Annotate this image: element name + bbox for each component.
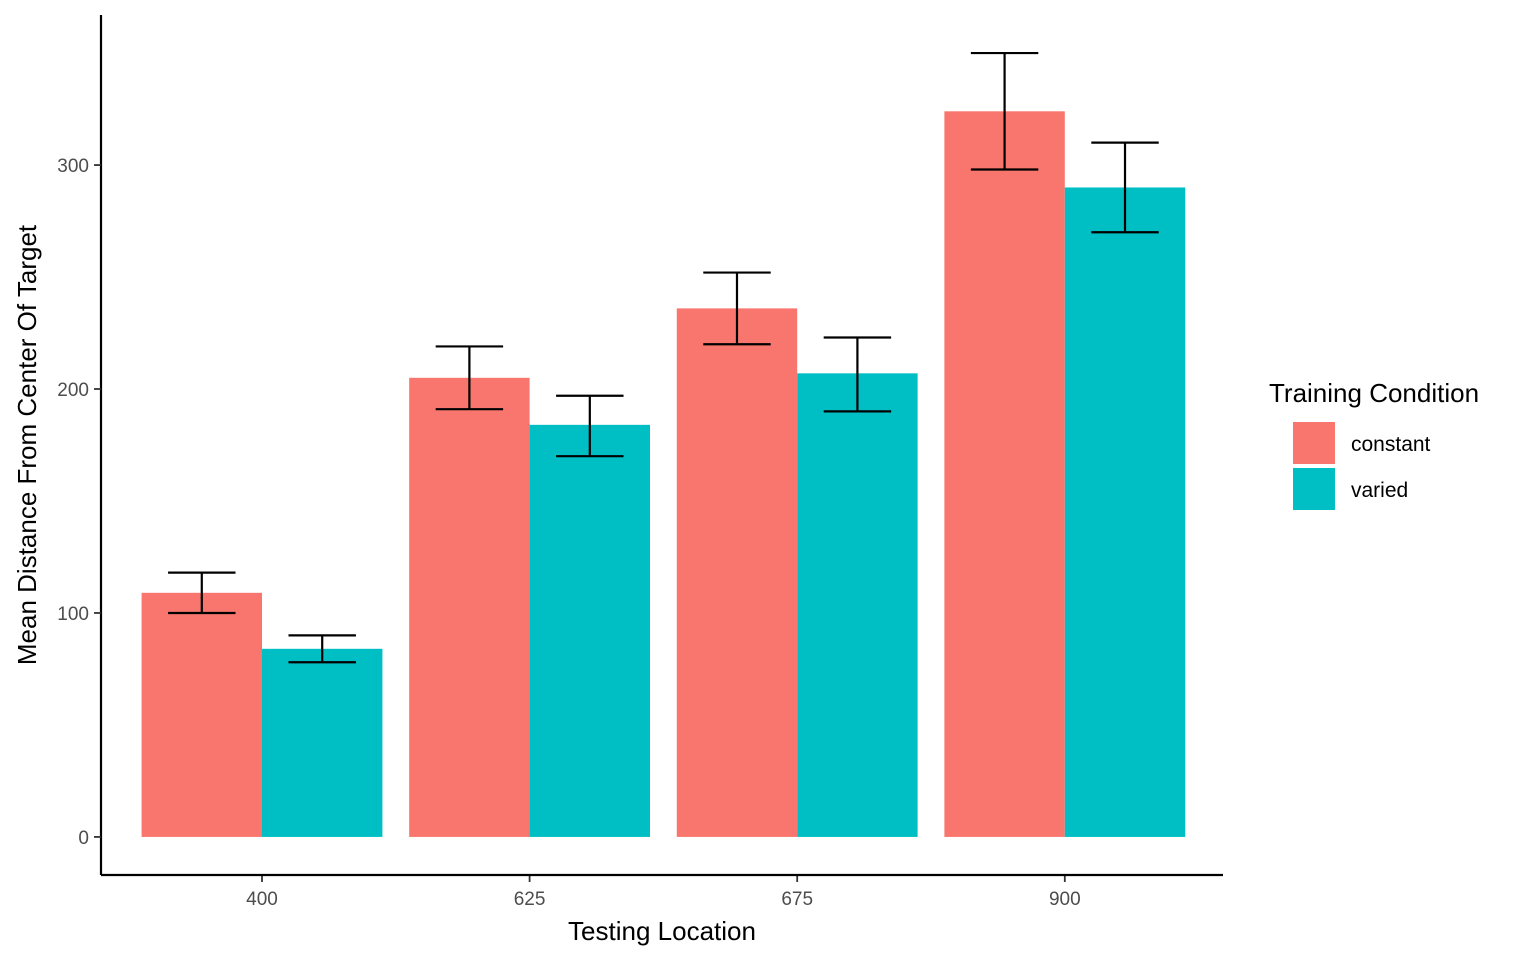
bars-layer [141,111,1186,837]
error-bars-layer [168,51,1159,664]
y-tick-label-300: 300 [57,156,89,177]
x-tick-label-400: 400 [246,889,278,910]
x-tick-label-675: 675 [781,889,813,910]
legend-swatch-varied [1293,468,1335,510]
bar-varied-900 [1064,187,1186,837]
bar-constant-900 [944,111,1065,837]
legend-title: Training Condition [1269,378,1479,408]
legend: Training Condition constant varied [1269,378,1479,510]
axes-layer: 400 625 675 900 0 100 200 300 [57,15,1223,910]
y-axis-title: Mean Distance From Center Of Target [12,224,42,665]
bar-varied-400 [262,648,383,837]
legend-label-constant: constant [1351,433,1431,456]
bar-constant-625 [409,377,530,837]
y-tick-label-0: 0 [78,828,89,849]
x-tick-label-900: 900 [1049,889,1081,910]
bar-constant-400 [141,592,262,837]
y-tick-label-100: 100 [57,604,89,625]
bar-varied-675 [797,373,918,837]
legend-swatch-constant [1293,422,1335,464]
x-axis-title: Testing Location [568,916,756,946]
bar-varied-625 [529,424,651,837]
legend-label-varied: varied [1351,479,1408,502]
x-tick-label-625: 625 [514,889,546,910]
y-tick-label-200: 200 [57,380,89,401]
bar-constant-675 [676,308,798,837]
